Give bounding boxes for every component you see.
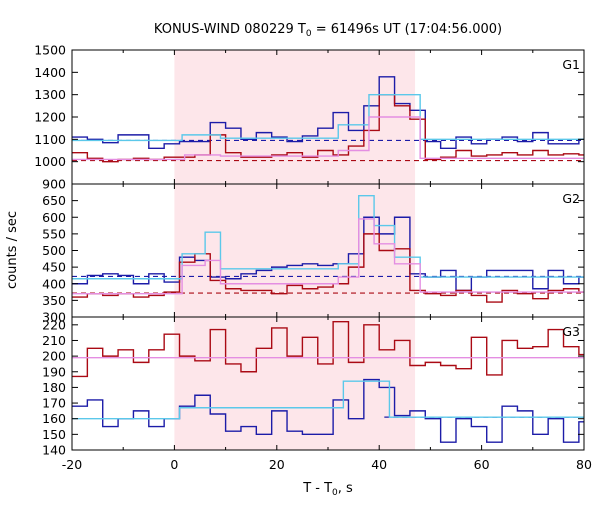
x-axis-label: T - T0, s [302,481,353,498]
y-tick-label: 170 [42,396,66,411]
x-tick-label: 40 [371,457,387,472]
y-tick-label: 210 [42,333,66,348]
series-series-b [72,320,584,378]
y-tick-label: 1500 [34,43,66,58]
series-series-a [72,76,584,149]
y-tick-label: 400 [42,276,66,291]
y-tick-label: 200 [42,349,66,364]
x-tick-label: 60 [474,457,490,472]
panel-label: G3 [562,324,580,339]
y-tick-label: 220 [42,317,66,332]
y-tick-label: 190 [42,364,66,379]
y-axis-label: counts / sec [5,211,20,289]
y-tick-label: 150 [42,427,66,442]
y-tick-label: 550 [42,226,66,241]
y-tick-label: 350 [42,293,66,308]
y-tick-label: 900 [42,177,66,192]
y-tick-label: 450 [42,260,66,275]
y-tick-label: 180 [42,380,66,395]
y-tick-label: 140 [42,443,66,458]
y-tick-label: 1400 [34,65,66,80]
panel-label: G2 [562,191,580,206]
x-tick-label: 80 [576,457,592,472]
y-tick-label: 650 [42,193,66,208]
series-model-b [72,218,584,295]
series-model-b [72,116,584,161]
x-tick-label: 20 [269,457,285,472]
chart-title: KONUS-WIND 080229 T0 = 61496s UT (17:04:… [154,22,502,39]
series-model-a [72,93,584,142]
y-tick-label: 1300 [34,87,66,102]
y-tick-label: 1200 [34,110,66,125]
y-tick-label: 600 [42,210,66,225]
series-model-a [72,194,584,280]
y-tick-label: 160 [42,411,66,426]
x-tick-label: -20 [62,457,82,472]
panel-label: G1 [562,57,580,72]
series-model-a [72,380,584,420]
y-tick-label: 300 [42,310,66,325]
y-tick-label: 500 [42,243,66,258]
y-tick-label: 1000 [34,154,66,169]
x-tick-label: 0 [170,457,178,472]
y-tick-label: 1100 [34,132,66,147]
series-series-a [72,216,584,292]
series-series-a [72,378,584,443]
